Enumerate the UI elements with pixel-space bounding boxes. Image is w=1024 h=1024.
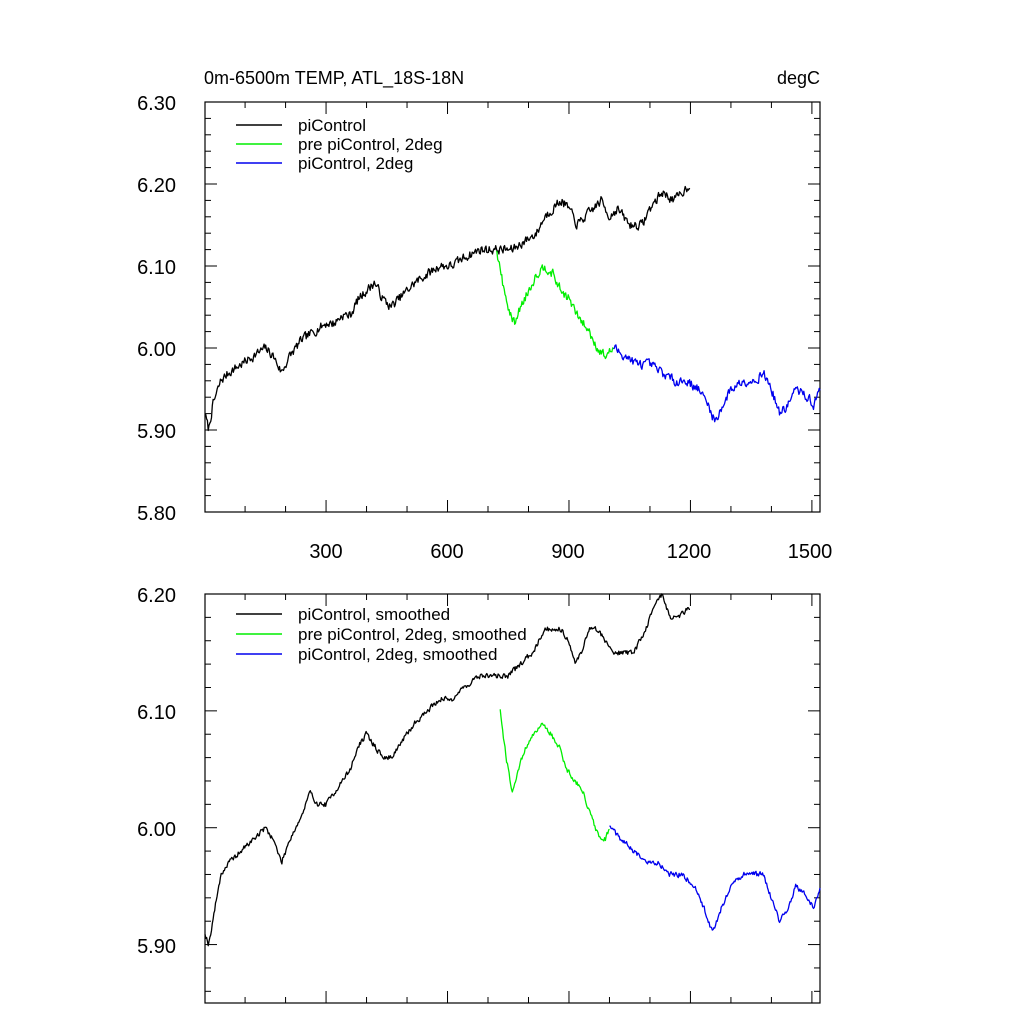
top-y-tick-label: 6.00 (137, 339, 176, 361)
bottom-y-tick-label: 6.10 (137, 702, 176, 724)
top-y-tick-label: 5.90 (137, 421, 176, 443)
top-series-line-3 (613, 344, 821, 423)
legend-entry: pre piControl, 2deg (298, 135, 443, 154)
legend-entry: piControl, 2deg (298, 154, 413, 173)
top-legend: piControl pre piControl, 2deg piControl,… (236, 116, 443, 173)
top-x-tick-label: 1500 (788, 541, 833, 563)
legend-entry: piControl, smoothed (298, 605, 450, 624)
top-y-tick-label: 6.20 (137, 175, 176, 197)
top-series-group (204, 185, 821, 432)
bottom-axis-ticks (205, 593, 820, 1003)
legend-entry: pre piControl, 2deg, smoothed (298, 625, 527, 644)
top-series-line-2 (495, 250, 615, 360)
top-panel: 0m-6500m TEMP, ATL_18S-18N degC 5.80 5.9… (137, 68, 832, 563)
bottom-y-tick-label: 6.00 (137, 819, 176, 841)
bottom-y-tick-label: 6.20 (137, 585, 176, 607)
top-axis-ticks (205, 101, 820, 513)
bottom-panel: 5.90 6.00 6.10 6.20 piControl, smoothed … (137, 585, 821, 1004)
bottom-series-line-1 (204, 593, 690, 947)
bottom-plot-frame (204, 593, 821, 1004)
top-x-tick-label: 600 (430, 541, 463, 563)
top-y-tick-label: 5.80 (137, 503, 176, 525)
bottom-y-tick-label: 5.90 (137, 936, 176, 958)
bottom-legend: piControl, smoothed pre piControl, 2deg,… (236, 605, 527, 664)
bottom-series-line-3 (609, 825, 821, 931)
top-series-line-1 (204, 185, 691, 432)
top-x-tick-label: 1200 (667, 541, 712, 563)
legend-entry: piControl, 2deg, smoothed (298, 645, 497, 664)
bottom-series-group (204, 593, 821, 947)
top-x-tick-label: 900 (551, 541, 584, 563)
legend-entry: piControl (298, 116, 366, 135)
bottom-series-line-2 (499, 709, 610, 842)
top-panel-title: 0m-6500m TEMP, ATL_18S-18N (204, 68, 464, 89)
top-x-tick-label: 300 (309, 541, 342, 563)
top-plot-frame (204, 101, 821, 513)
top-y-tick-label: 6.10 (137, 257, 176, 279)
top-panel-units: degC (777, 68, 820, 88)
top-y-tick-label: 6.30 (137, 93, 176, 115)
